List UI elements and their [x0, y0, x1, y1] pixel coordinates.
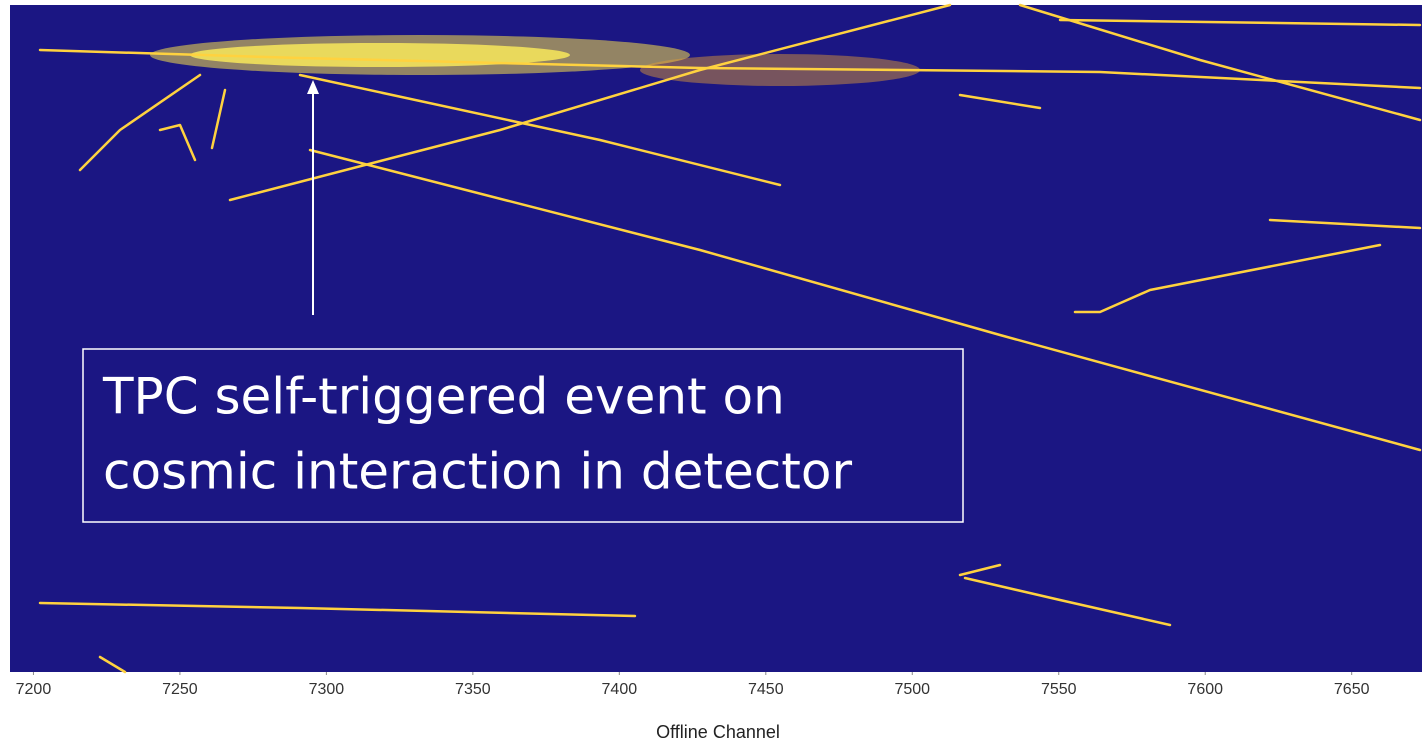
- x-tick-label: 7200: [16, 681, 52, 698]
- x-tick-label: 7400: [602, 681, 638, 698]
- x-tick-label: 7300: [309, 681, 345, 698]
- x-tick-label: 7600: [1187, 681, 1223, 698]
- annotation-line: TPC self-triggered event on: [102, 368, 785, 426]
- x-axis-label: Offline Channel: [656, 722, 780, 741]
- x-tick-label: 7550: [1041, 681, 1077, 698]
- x-tick-label: 7450: [748, 681, 784, 698]
- x-tick-label: 7350: [455, 681, 491, 698]
- chart: 7200 7250 7300 7350 7400 7450 7500 7550 7600 7650…: [0, 0, 1422, 741]
- x-tick-label: 7250: [162, 681, 198, 698]
- x-tick-label: 7650: [1334, 681, 1370, 698]
- x-tick-label: 7500: [894, 681, 930, 698]
- annotation-line: cosmic interaction in detector: [103, 443, 852, 501]
